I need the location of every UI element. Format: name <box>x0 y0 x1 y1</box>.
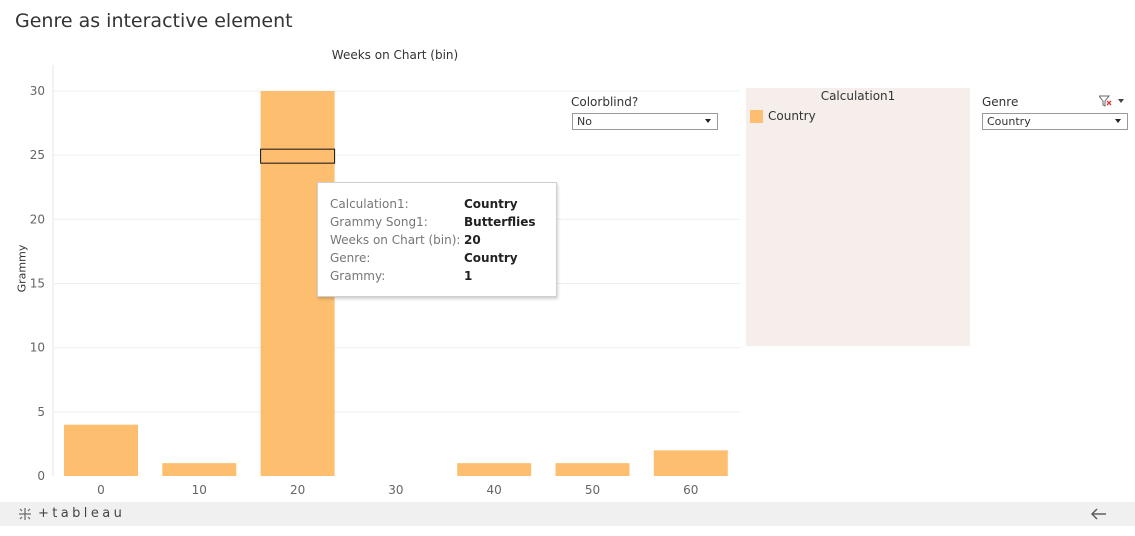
x-tick-label: 40 <box>487 483 502 497</box>
tooltip-value: Country <box>464 251 518 265</box>
back-arrow-icon[interactable] <box>1090 507 1108 521</box>
bar[interactable] <box>64 424 138 476</box>
tooltip-key: Grammy: <box>330 269 386 283</box>
color-legend: Calculation1 Country <box>746 88 970 346</box>
colorblind-parameter: Colorblind? <box>571 95 638 109</box>
tableau-brand[interactable]: +tableau <box>38 506 126 521</box>
tooltip-value: Butterflies <box>464 215 536 229</box>
x-axis-title: Weeks on Chart (bin) <box>331 48 459 62</box>
y-tick-label: 20 <box>30 212 45 226</box>
x-tick-label: 50 <box>585 483 600 497</box>
chevron-down-icon <box>705 119 711 123</box>
bar-chart[interactable]: 0 5 10 15 20 25 30 0 10 20 30 40 50 60 <box>0 0 745 500</box>
x-tick-label: 30 <box>388 483 403 497</box>
legend-swatch-country[interactable] <box>750 110 763 123</box>
tooltip-value: 1 <box>464 269 473 283</box>
bar[interactable] <box>457 463 532 476</box>
chevron-down-icon <box>1115 119 1121 123</box>
y-tick-label: 0 <box>37 469 45 483</box>
highlighted-mark <box>260 148 336 164</box>
x-tick-label: 10 <box>192 483 207 497</box>
tableau-logo-icon <box>19 508 31 520</box>
bar[interactable] <box>653 450 728 476</box>
bar[interactable] <box>555 463 630 476</box>
y-tick-label: 10 <box>30 341 45 355</box>
tooltip-key: Calculation1: <box>330 197 409 211</box>
x-tick-label: 60 <box>683 483 698 497</box>
y-tick-label: 25 <box>30 148 45 162</box>
tooltip-key: Weeks on Chart (bin): <box>330 233 461 247</box>
tooltip-key: Genre: <box>330 251 371 265</box>
y-tick-label: 5 <box>37 405 45 419</box>
legend-title: Calculation1 <box>820 89 896 103</box>
footer-bar: +tableau <box>0 502 1135 526</box>
y-tick-label: 15 <box>30 277 45 291</box>
genre-filter-value: Country <box>987 115 1031 128</box>
tooltip-key: Grammy Song1: <box>330 215 428 229</box>
x-tick-label: 20 <box>290 483 305 497</box>
bar[interactable] <box>162 463 237 476</box>
y-tick-label: 30 <box>30 84 45 98</box>
tooltip: Calculation1: Country Grammy Song1: Butt… <box>317 182 557 297</box>
colorblind-dropdown[interactable]: No <box>572 113 718 130</box>
clear-filter-icon[interactable] <box>1099 95 1125 107</box>
tooltip-value: 20 <box>464 233 481 247</box>
genre-filter-label: Genre <box>982 95 1019 109</box>
x-tick-label: 0 <box>97 483 105 497</box>
colorblind-value: No <box>577 115 592 128</box>
tooltip-value: Country <box>464 197 518 211</box>
genre-filter-dropdown[interactable]: Country <box>982 113 1128 130</box>
legend-label-country[interactable]: Country <box>768 109 816 123</box>
colorblind-label: Colorblind? <box>571 95 639 109</box>
dashboard-title: Genre as interactive element <box>15 10 293 32</box>
